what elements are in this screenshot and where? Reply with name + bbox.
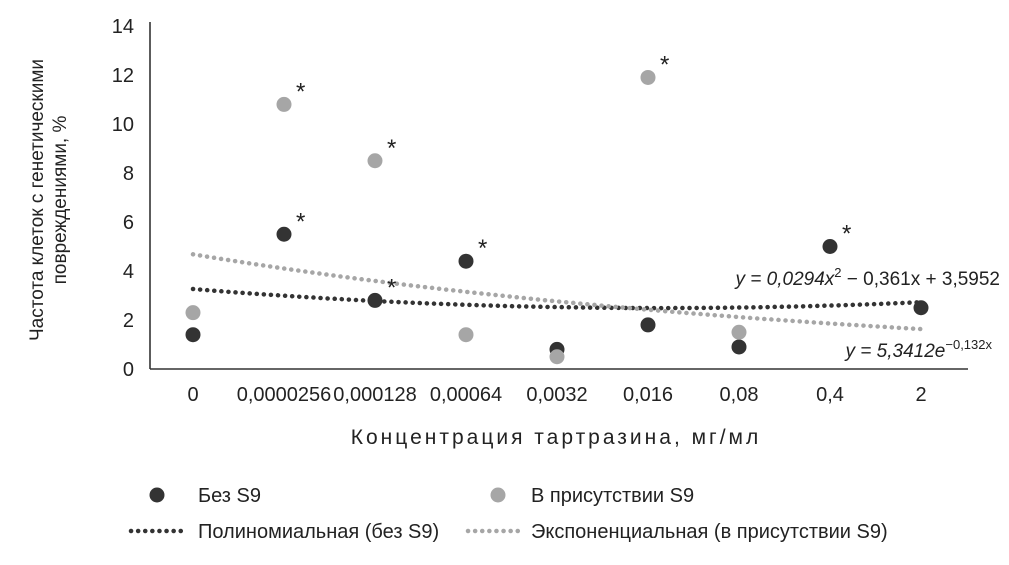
x-axis: 0 0,0000256 0,000128 0,00064 0,0032 0,016 0,08… xyxy=(150,368,968,406)
legend-marker-with-s9 xyxy=(490,487,506,503)
x-tick-label: 0,0000256 xyxy=(237,384,332,406)
y-tick-label: 0 xyxy=(123,359,134,381)
legend-label-polynomial: Полиномиальная (без S9) xyxy=(198,521,439,543)
y-tick-label: 4 xyxy=(123,261,134,283)
point-without-s9 xyxy=(640,317,656,333)
point-with-s9 xyxy=(276,96,292,112)
x-tick-label: 0,016 xyxy=(623,384,673,406)
y-tick-label: 2 xyxy=(123,310,134,332)
point-without-s9 xyxy=(367,292,383,308)
y-tick-label: 6 xyxy=(123,212,134,234)
significance-star: * xyxy=(842,221,851,248)
legend-label-with-s9: В присутствии S9 xyxy=(531,485,694,507)
legend-label-without-s9: Без S9 xyxy=(198,485,261,507)
y-tick-label: 10 xyxy=(112,114,134,136)
point-with-s9 xyxy=(185,305,201,321)
point-with-s9 xyxy=(731,324,747,340)
point-without-s9 xyxy=(185,327,201,343)
legend-marker-without-s9 xyxy=(149,487,165,503)
x-tick-label: 0,000128 xyxy=(333,384,416,406)
y-tick-label: 14 xyxy=(112,16,134,38)
point-with-s9 xyxy=(549,349,565,365)
point-without-s9 xyxy=(913,300,929,316)
point-without-s9 xyxy=(276,226,292,242)
point-with-s9 xyxy=(458,327,474,343)
point-without-s9 xyxy=(458,253,474,269)
y-tick-label: 12 xyxy=(112,65,134,87)
y-axis: 0 2 4 6 8 10 12 14 xyxy=(112,16,151,381)
point-without-s9 xyxy=(822,239,838,254)
x-axis-label: Концентрация тартразина, мг/мл xyxy=(351,426,761,449)
point-with-s9 xyxy=(640,69,656,85)
significance-star: * xyxy=(660,51,669,78)
trendlines xyxy=(190,252,924,332)
y-axis-label-line-2: повреждениями, % xyxy=(50,116,71,285)
trendline-polynomial xyxy=(190,286,924,311)
equation-exponential: y = 5,3412e−0,132x xyxy=(844,337,993,362)
x-tick-label: 0,4 xyxy=(816,384,844,406)
legend-label-exponential: Экспоненциальная (в присутствии S9) xyxy=(531,521,888,543)
x-tick-label: 0 xyxy=(187,384,198,406)
y-axis-label-line-1: Частота клеток с генетическими xyxy=(27,59,48,341)
significance-star: * xyxy=(387,274,396,301)
data-points xyxy=(185,69,929,365)
point-without-s9 xyxy=(731,339,747,355)
x-tick-label: 2 xyxy=(915,384,926,406)
x-tick-label: 0,0032 xyxy=(526,384,587,406)
significance-star: * xyxy=(296,78,305,105)
significance-star: * xyxy=(296,208,305,235)
equation-polynomial: y = 0,0294x2 − 0,361x + 3,5952 xyxy=(734,265,1000,290)
y-tick-label: 8 xyxy=(123,163,134,185)
significance-star: * xyxy=(478,235,487,262)
significance-star: * xyxy=(387,135,396,162)
legend: Без S9 В присутствии S9 Полиномиальная (… xyxy=(128,485,888,543)
trendline-exponential xyxy=(190,252,924,332)
point-with-s9 xyxy=(367,153,383,169)
x-tick-label: 0,08 xyxy=(720,384,759,406)
x-tick-label: 0,00064 xyxy=(430,384,502,406)
significance-markers: * * * * * * * xyxy=(296,51,851,301)
trendline-equations: y = 0,0294x2 − 0,361x + 3,5952 y = 5,3412… xyxy=(734,265,1000,362)
